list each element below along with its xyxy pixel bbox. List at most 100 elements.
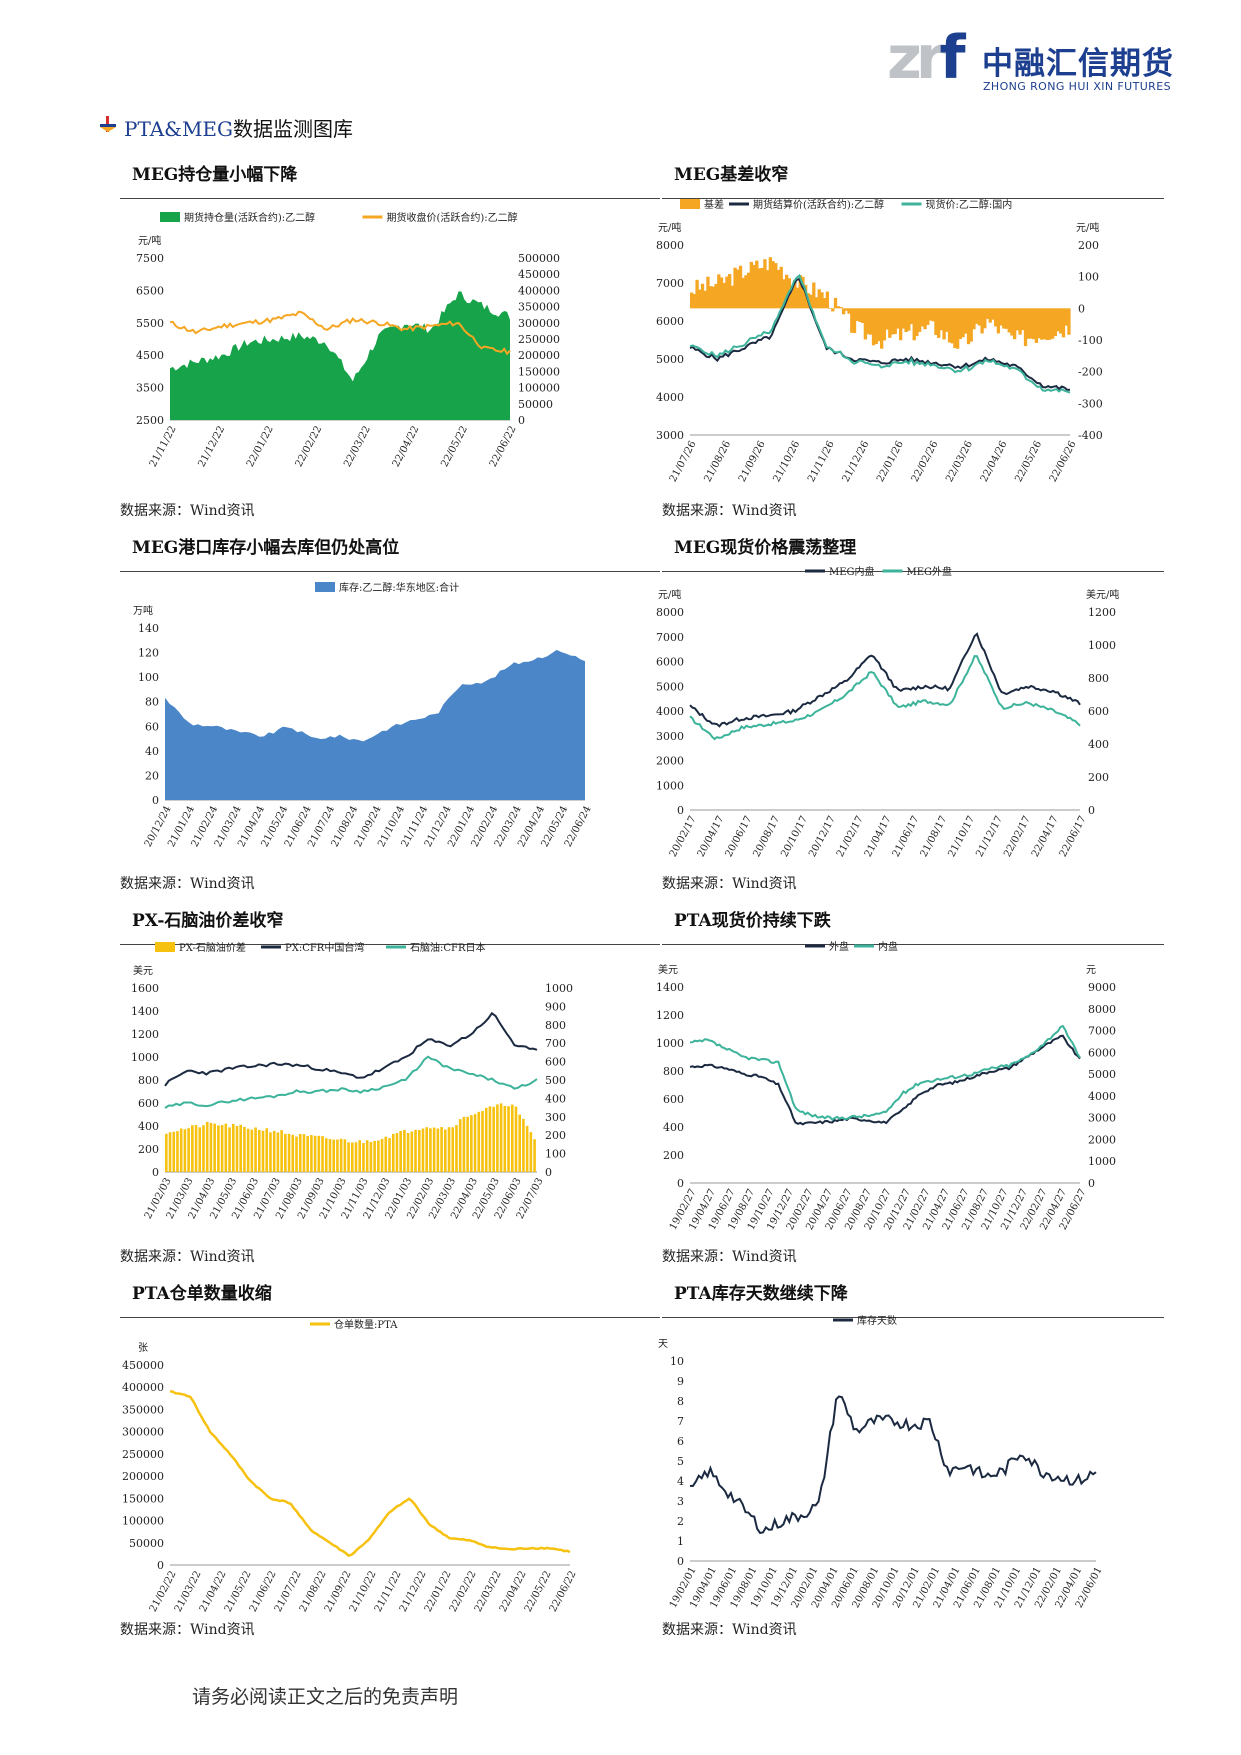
spread-bar: [362, 1143, 365, 1172]
basis-bar: [760, 267, 764, 309]
tick-label: 21/11/03: [340, 1176, 371, 1221]
spread-bar: [496, 1104, 499, 1172]
tick-label: 21/02/24: [190, 804, 221, 849]
basis-bar: [1051, 308, 1055, 339]
basis-bar: [741, 277, 745, 309]
spread-bar: [306, 1135, 309, 1172]
tick-label: 21/03/24: [213, 804, 244, 849]
tick-label: 21/09/26: [737, 439, 768, 484]
basis-bar: [1013, 308, 1017, 340]
tick-label: 200: [1078, 239, 1099, 252]
spread-bar: [302, 1134, 306, 1172]
chart-heading: PTA仓单数量收缩: [132, 1284, 272, 1304]
tick-label: 20/12/27: [882, 1187, 913, 1232]
basis-bar: [904, 308, 908, 333]
basis-bar: [1048, 308, 1052, 340]
basis-bar: [890, 308, 895, 335]
basis-bar: [942, 308, 946, 340]
basis-bar: [1029, 308, 1033, 339]
spread-bar: [243, 1126, 246, 1172]
spread-bar: [477, 1111, 481, 1172]
data-source: 数据来源：Wind资讯: [662, 1249, 797, 1265]
tick-label: 21/09/24: [353, 804, 384, 849]
tick-label: 22/04/26: [979, 439, 1010, 484]
basis-bar: [714, 283, 718, 309]
basis-bar: [855, 308, 859, 321]
spread-bar: [179, 1128, 183, 1172]
basis-bar: [820, 292, 824, 309]
basis-bar: [888, 308, 892, 338]
basis-bar: [880, 308, 884, 349]
tick-label: 19/06/01: [708, 1565, 739, 1610]
basis-bar: [1004, 308, 1009, 329]
tick-label: 100000: [518, 382, 560, 395]
basis-bar: [711, 286, 716, 309]
tick-label: 21/05/03: [208, 1176, 239, 1221]
tick-label: 500000: [518, 252, 560, 265]
spread-bar: [377, 1140, 380, 1172]
spread-bar: [191, 1125, 194, 1172]
basis-bar: [1002, 308, 1006, 329]
tick-label: 21/06/22: [248, 1569, 279, 1614]
tick-label: 21/04/03: [187, 1176, 218, 1221]
basis-bar: [766, 270, 770, 309]
tick-label: 1200: [1088, 606, 1116, 619]
tick-label: 400000: [518, 284, 560, 297]
spread-bar: [317, 1135, 321, 1172]
chart-heading: MEG持仓量小幅下降: [132, 165, 298, 185]
tick-label: 21/12/01: [1013, 1565, 1044, 1610]
basis-bar: [709, 286, 713, 309]
tick-label: 21/06/01: [952, 1565, 983, 1610]
basis-bar: [1034, 308, 1039, 343]
tick-label: 1000: [656, 1037, 684, 1050]
tick-label: 800: [138, 1074, 159, 1087]
basis-bar: [985, 308, 990, 319]
tick-label: 22/02/24: [470, 804, 501, 849]
basis-bar: [1037, 308, 1041, 339]
tick-label: 150000: [518, 365, 560, 378]
spread-bar: [202, 1125, 205, 1172]
tick-label: 20/04/27: [804, 1187, 835, 1232]
tick-label: 19/10/01: [749, 1565, 780, 1610]
tick-label: 3000: [656, 429, 684, 442]
series-futures-settle: [689, 277, 1071, 391]
basis-bar: [991, 308, 995, 320]
spread-bar: [391, 1133, 395, 1172]
tick-label: 9000: [1088, 981, 1116, 994]
spread-bar: [432, 1127, 436, 1172]
basis-bar: [1010, 308, 1014, 336]
spread-bar: [324, 1138, 328, 1172]
right-unit: 元/吨: [1076, 221, 1099, 234]
tick-label: 22/02/22: [448, 1569, 479, 1614]
tick-label: 300000: [122, 1426, 164, 1439]
spread-bar: [239, 1124, 243, 1172]
tick-label: 21/06/03: [230, 1176, 261, 1221]
data-source: 数据来源：Wind资讯: [120, 876, 255, 892]
spread-bar: [328, 1138, 332, 1172]
basis-bar: [1015, 308, 1020, 331]
tick-label: 0: [157, 1559, 164, 1572]
tick-label: 7000: [1088, 1025, 1116, 1038]
tick-label: 22/03/24: [493, 804, 524, 849]
tick-label: 3: [677, 1495, 684, 1508]
tick-label: 22/04/22: [498, 1569, 529, 1614]
spread-bar: [231, 1123, 235, 1172]
basis-bar: [1023, 308, 1028, 347]
tick-label: 20/04/17: [696, 814, 727, 859]
basis-bar: [866, 308, 870, 335]
basis-bar: [928, 308, 933, 321]
tick-label: 20/10/17: [779, 814, 810, 859]
basis-bar: [825, 291, 830, 309]
tick-label: 21/12/22: [398, 1569, 429, 1614]
spread-bar: [458, 1119, 462, 1172]
tick-label: 21/08/17: [919, 814, 950, 859]
tick-label: 19/04/27: [687, 1187, 718, 1232]
series-spot-price: [689, 273, 1071, 394]
tick-label: 21/02/03: [143, 1176, 174, 1221]
basis-bar: [861, 308, 865, 324]
spread-bar: [514, 1106, 518, 1172]
tick-label: 21/06/24: [283, 804, 314, 849]
spread-bar: [518, 1114, 522, 1172]
spread-bar: [198, 1127, 202, 1172]
tick-label: 21/10/03: [318, 1176, 349, 1221]
